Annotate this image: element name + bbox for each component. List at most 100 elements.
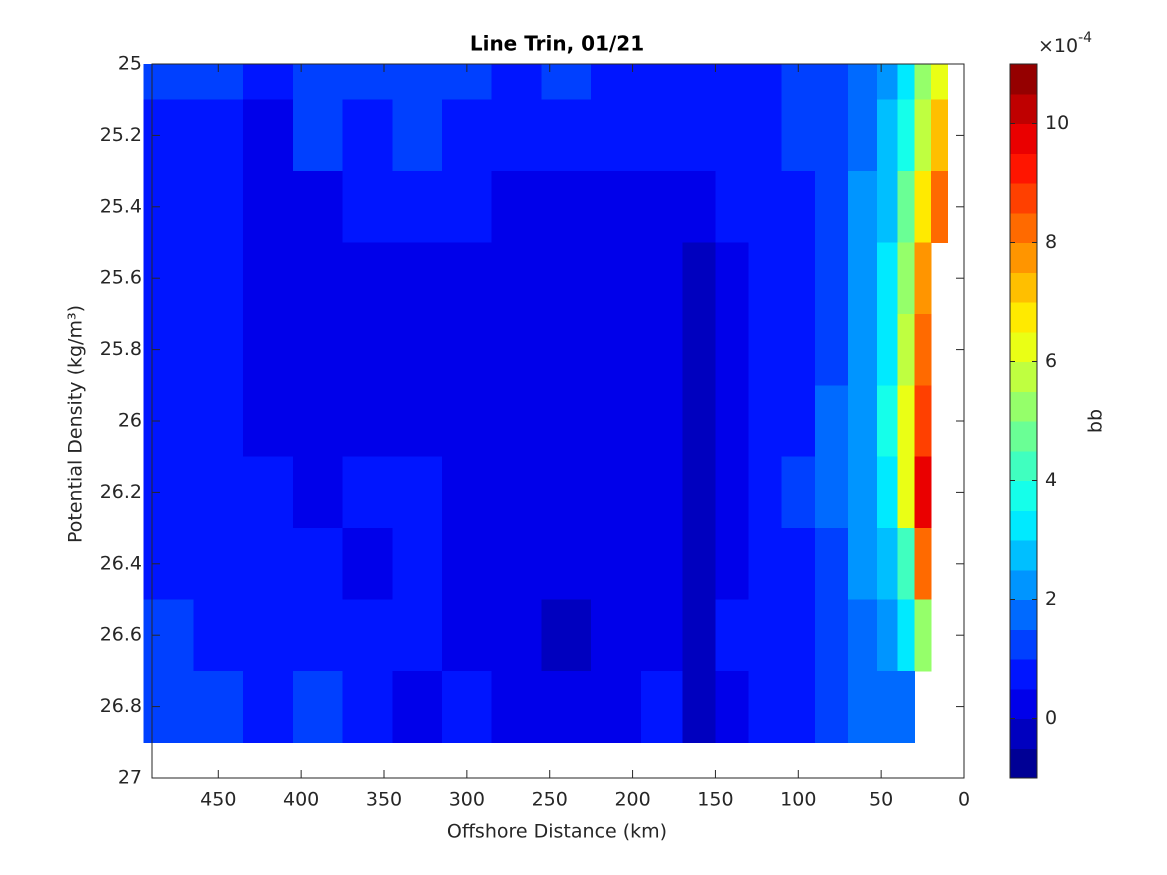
x-tick-label: 150: [697, 789, 733, 811]
contour-cell: [491, 385, 542, 458]
contour-cell: [748, 64, 783, 101]
contour-cell: [914, 385, 932, 458]
contour-cell: [193, 670, 244, 743]
contour-cell: [342, 599, 393, 672]
contour-cell: [781, 313, 816, 386]
contour-cell: [640, 313, 683, 386]
colorbar-tick-label: 10: [1045, 112, 1069, 134]
contour-cell: [243, 528, 294, 600]
y-tick-label: 25.4: [100, 195, 142, 217]
contour-cell: [897, 313, 915, 386]
contour-cell: [292, 385, 344, 458]
contour-cell: [491, 599, 542, 672]
contour-cell: [143, 313, 194, 386]
contour-cell: [781, 670, 816, 743]
contour-cell: [292, 528, 344, 600]
contour-cell: [877, 99, 899, 172]
colorbar-band: [1010, 183, 1037, 214]
contour-cell: [591, 242, 642, 315]
colorbar-tick-label: 0: [1045, 707, 1057, 729]
x-tick-label: 0: [958, 789, 970, 811]
contour-cell: [442, 171, 493, 243]
contour-cell: [442, 99, 493, 172]
contour-cell: [877, 171, 899, 243]
contour-cell: [715, 171, 750, 243]
contour-cell: [814, 385, 849, 458]
contour-cell: [715, 670, 750, 743]
contour-cell: [682, 64, 716, 101]
contour-cell: [897, 171, 915, 243]
contour-cell: [442, 670, 493, 743]
contour-cell: [442, 242, 493, 315]
contour-cell: [914, 456, 932, 529]
contour-cell: [442, 528, 493, 600]
contour-cell: [640, 64, 683, 101]
colorbar-exponent: ×10-4: [1038, 30, 1092, 57]
colorbar-band: [1010, 153, 1037, 184]
contour-cell: [243, 599, 294, 672]
x-tick-label: 50: [869, 789, 893, 811]
contour-cell: [877, 456, 899, 529]
contour-cell: [541, 99, 592, 172]
y-tick-label: 25.2: [100, 124, 142, 146]
contour-cell: [342, 242, 393, 315]
colorbar-band: [1010, 212, 1037, 243]
contour-cell: [897, 528, 915, 600]
contour-cell: [392, 528, 443, 600]
contour-cell: [848, 171, 878, 243]
colorbar-band: [1010, 331, 1037, 362]
contour-cell: [292, 99, 344, 172]
contour-cell: [897, 242, 915, 315]
colorbar-band: [1010, 272, 1037, 303]
colorbar-band: [1010, 391, 1037, 422]
contour-cell: [930, 171, 948, 243]
contour-cell: [748, 599, 783, 672]
contour-cell: [715, 64, 750, 101]
contour-cell: [591, 670, 642, 743]
contour-cell: [392, 313, 443, 386]
contour-cell: [392, 670, 443, 743]
contour-cell: [491, 313, 542, 386]
colorbar-band: [1010, 242, 1037, 273]
contour-cell: [243, 670, 294, 743]
y-tick-label: 26.6: [100, 624, 142, 646]
contour-cell: [897, 385, 915, 458]
contour-cell: [897, 670, 915, 743]
contour-cell: [877, 64, 899, 101]
colorbar-tick-label: 6: [1045, 350, 1057, 372]
contour-cell: [914, 599, 932, 672]
contour-cell: [541, 456, 592, 529]
contour-cell: [541, 670, 592, 743]
contour-cell: [748, 171, 783, 243]
colorbar-band: [1010, 480, 1037, 511]
contour-cell: [848, 599, 878, 672]
contour-cell: [848, 99, 878, 172]
contour-cell: [342, 456, 393, 529]
contour-cell: [491, 670, 542, 743]
exponent-base: ×10: [1038, 35, 1078, 57]
contour-cell: [292, 670, 344, 743]
contour-cell: [442, 385, 493, 458]
contour-cell: [292, 456, 344, 529]
contour-cell: [342, 171, 393, 243]
x-tick-label: 350: [366, 789, 402, 811]
contour-cell: [541, 171, 592, 243]
contour-cell: [591, 599, 642, 672]
contour-cell: [848, 242, 878, 315]
contour-cell: [591, 171, 642, 243]
contour-cell: [392, 171, 443, 243]
contour-cell: [715, 242, 750, 315]
y-tick-label: 26.8: [100, 695, 142, 717]
contour-cell: [193, 599, 244, 672]
colorbar-band: [1010, 718, 1037, 749]
contour-cell: [914, 64, 932, 101]
contour-cell: [193, 528, 244, 600]
contour-cell: [814, 242, 849, 315]
contour-cell: [682, 242, 716, 315]
contour-cell: [243, 64, 294, 101]
contour-cell: [682, 385, 716, 458]
contour-cell: [715, 599, 750, 672]
contour-cell: [491, 171, 542, 243]
contour-cell: [392, 242, 443, 315]
